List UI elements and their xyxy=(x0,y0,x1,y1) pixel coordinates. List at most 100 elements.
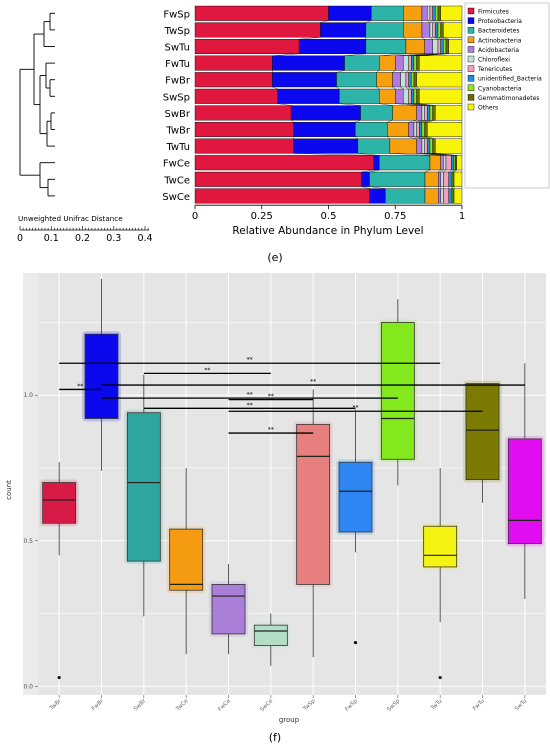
boundary-connector xyxy=(403,37,407,40)
box-FwCe xyxy=(208,564,249,655)
bar-segment-tenericutes xyxy=(408,88,412,104)
boundary-connector xyxy=(408,120,417,123)
significance-label: ** xyxy=(310,379,316,386)
boundary-connector xyxy=(419,136,428,139)
bar-segment-firmicutes xyxy=(194,55,273,71)
y-tick-label: 0.5 xyxy=(23,538,33,545)
box-SwSp xyxy=(378,299,418,486)
bar-segment-firmicutes xyxy=(194,22,321,38)
box-body xyxy=(465,383,500,481)
bar-segment-proteobacteria xyxy=(293,121,356,137)
boundary-connector xyxy=(452,169,456,173)
bar-segment-gemmatimonadetes xyxy=(437,5,441,21)
boundary-connector xyxy=(413,120,422,123)
boundary-connector xyxy=(411,103,428,106)
boundary-connector xyxy=(320,20,329,23)
scale-tick-label: 0 xyxy=(17,233,23,244)
legend-swatch xyxy=(467,74,475,82)
bar-segment-acidobacteria xyxy=(440,155,444,171)
boundary-connector xyxy=(355,136,358,139)
bar-segment-actinobacteria xyxy=(403,5,423,21)
legend-label: Cyanobacteria xyxy=(478,85,522,92)
boundary-connector xyxy=(416,103,433,106)
box-body xyxy=(169,528,204,591)
box-TwTu xyxy=(420,467,460,680)
sample-label: FwSp xyxy=(163,9,190,20)
boundary-connector xyxy=(355,120,361,123)
bar-segment-proteobacteria xyxy=(328,5,372,21)
sample-label: TwBr xyxy=(165,126,190,137)
bar-segment-chloroflexi xyxy=(403,55,409,71)
y-tick-label: 0.0 xyxy=(23,683,33,690)
bar-segment-firmicutes xyxy=(194,171,362,187)
boundary-connector xyxy=(277,103,292,106)
bar-segment-others xyxy=(440,5,463,21)
bar-segment-others xyxy=(435,138,463,154)
boundary-connector xyxy=(424,169,431,173)
legend-label: Proteobacteria xyxy=(478,18,522,25)
boundary-connector xyxy=(429,20,433,23)
bar-segment-chloroflexi xyxy=(440,188,444,204)
x-tick-label: 0 xyxy=(192,211,198,222)
boundary-connector xyxy=(435,153,457,156)
boundary-connector xyxy=(411,53,441,56)
bar-segment-actinobacteria xyxy=(376,72,393,88)
legend-box xyxy=(464,2,550,189)
bar-segment-tenericutes xyxy=(424,138,428,154)
bar-segment-firmicutes xyxy=(194,88,278,104)
bar-segment-tenericutes xyxy=(432,22,436,38)
dendrogram xyxy=(19,12,55,197)
boundary-connector xyxy=(403,103,422,106)
boundary-connector xyxy=(440,169,444,173)
bar-segment-tenericutes xyxy=(408,55,412,71)
bar-segment-unidentified-bacteria xyxy=(451,155,455,171)
boundary-connector xyxy=(395,103,417,106)
bar-segment-bacteroidetes xyxy=(344,55,380,71)
legend-label: Chloroflexi xyxy=(478,57,510,64)
x-axis: TwBr FwBr SwBr TwCe FwCe SwCe TwSp FwSp SwSp TwTu… xyxy=(48,695,528,713)
bar-segment-bacteroidetes xyxy=(357,138,391,154)
significance-label: ** xyxy=(268,427,274,434)
x-tick-label: SwSp xyxy=(386,698,401,713)
bar-segment-firmicutes xyxy=(194,121,294,137)
boundary-connector xyxy=(376,70,380,73)
boundary-connector xyxy=(438,169,441,173)
bar-segment-actinobacteria xyxy=(424,171,439,187)
boundary-connector xyxy=(421,153,444,156)
boundary-connector xyxy=(427,136,436,139)
outlier-point xyxy=(57,675,61,680)
boundary-connector xyxy=(365,20,372,23)
boundary-connector xyxy=(369,186,386,189)
boundary-connector xyxy=(435,20,439,23)
sample-label: SwSp xyxy=(163,92,190,103)
legend-label: Acidobacteria xyxy=(478,47,519,54)
bar-segment-bacteroidetes xyxy=(385,188,426,204)
bar-segment-proteobacteria xyxy=(293,138,359,154)
bar-segment-chloroflexi xyxy=(403,88,409,104)
panel-label-e: (e) xyxy=(267,251,282,264)
bar-segment-actinobacteria xyxy=(424,188,439,204)
boundary-connector xyxy=(437,37,444,40)
bar-segment-proteobacteria xyxy=(277,88,340,104)
bar-segment-cyanobacteria xyxy=(429,138,433,154)
boundary-connector xyxy=(408,53,438,56)
bar-segment-unidentified-bacteria xyxy=(440,39,444,55)
bar-segment-bacteroidetes xyxy=(338,88,380,104)
boundary-connector xyxy=(448,169,452,173)
box-SwCe xyxy=(251,613,291,666)
bar-segment-chloroflexi xyxy=(400,72,407,88)
outlier-point xyxy=(438,675,442,680)
box-body xyxy=(84,333,119,419)
boundary-connector xyxy=(421,37,425,40)
bar-segment-tenericutes xyxy=(405,72,409,88)
boundary-connector xyxy=(440,37,447,40)
significance-label: ** xyxy=(204,367,210,374)
bar-segment-unidentified-bacteria xyxy=(448,188,452,204)
sample-label: FwTu xyxy=(165,59,190,70)
bar-segment-acidobacteria xyxy=(421,22,431,38)
bar-segment-actinobacteria xyxy=(429,155,441,171)
legend-swatch xyxy=(467,27,475,34)
boundary-connector xyxy=(451,169,455,173)
box-FwSp xyxy=(335,409,376,645)
bar-segment-others xyxy=(435,105,463,121)
